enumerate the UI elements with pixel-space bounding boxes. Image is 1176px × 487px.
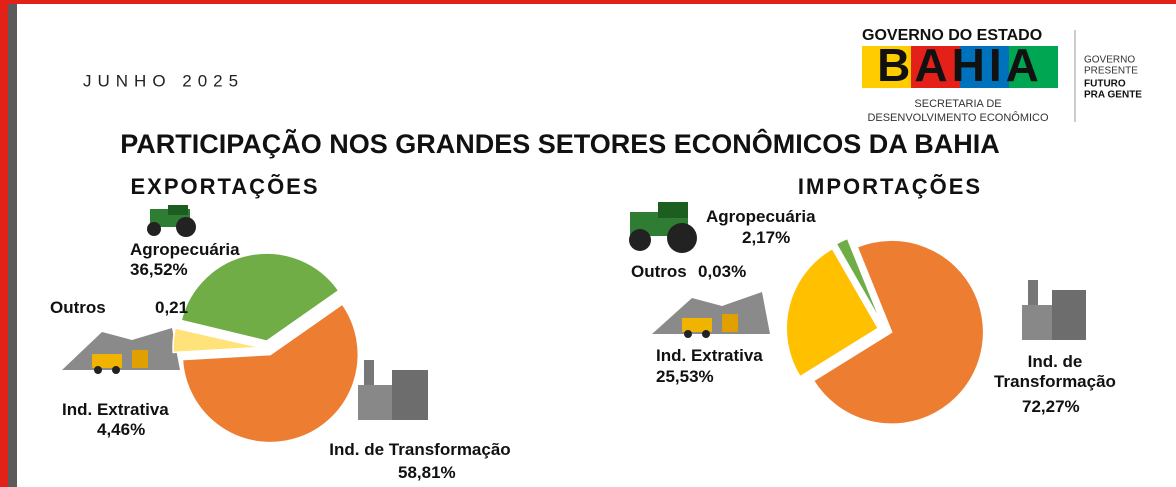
period: JUNHO 2025 [83, 71, 244, 90]
left-border [0, 0, 8, 487]
pie-slice [834, 243, 883, 325]
slice-category: Ind. Extrativa [62, 400, 169, 419]
slice-category: Ind. de Transformação [329, 440, 511, 459]
tractor-icon [147, 205, 196, 237]
slice-category: Agropecuária [130, 240, 240, 259]
slice-category: Outros [50, 298, 106, 317]
slice-value: 36,52% [130, 260, 188, 279]
slice-value: 4,46% [97, 420, 146, 439]
slice-value: 72,27% [1022, 397, 1080, 416]
slice-value: 58,81% [398, 463, 456, 482]
chart-title: IMPORTAÇÕES [798, 174, 982, 199]
logo-secretariat: DESENVOLVIMENTO ECONÔMICO [867, 111, 1049, 124]
slice-value: 25,53% [656, 367, 714, 386]
logo-block [1009, 46, 1058, 88]
slice-category: Outros [631, 262, 687, 281]
logo-block [960, 46, 1009, 88]
logo-slogan: PRESENTE [1084, 66, 1138, 77]
pie-slice [180, 252, 340, 342]
pie-slice [181, 303, 360, 444]
chart-title: EXPORTAÇÕES [130, 174, 319, 199]
tractor-icon [629, 202, 697, 253]
logo-block [862, 46, 911, 88]
slice-category: Ind. Extrativa [656, 346, 763, 365]
slice-category: Ind. de Transformação [994, 352, 1116, 391]
left-band [8, 4, 17, 487]
logo-secretariat: SECRETARIA DE [914, 98, 1001, 110]
pie-slice [785, 247, 880, 378]
slice-value: 2,17% [742, 228, 791, 247]
slice-category: Agropecuária [706, 207, 816, 226]
slice-value: 0,21 [155, 298, 189, 317]
logo-block [911, 46, 960, 88]
logo-slogan: PRA GENTE [1084, 90, 1142, 101]
logo-line: GOVERNO DO ESTADO [862, 27, 1042, 44]
logo-slogan: FUTURO [1084, 79, 1126, 90]
slice-value: 0,03% [698, 262, 747, 281]
mine-icon [652, 292, 770, 338]
factory-icon [358, 360, 428, 420]
pie-slice [174, 324, 262, 348]
factory-icon [1022, 280, 1086, 340]
pie-slice [172, 327, 262, 354]
main-title: PARTICIPAÇÃO NOS GRANDES SETORES ECONÔMI… [120, 128, 1000, 159]
top-border [0, 0, 1176, 4]
pie-slice [812, 239, 985, 425]
logo-slogan: GOVERNO [1084, 55, 1135, 66]
mine-icon [62, 328, 180, 374]
logo-name: BAHIA [877, 39, 1043, 91]
